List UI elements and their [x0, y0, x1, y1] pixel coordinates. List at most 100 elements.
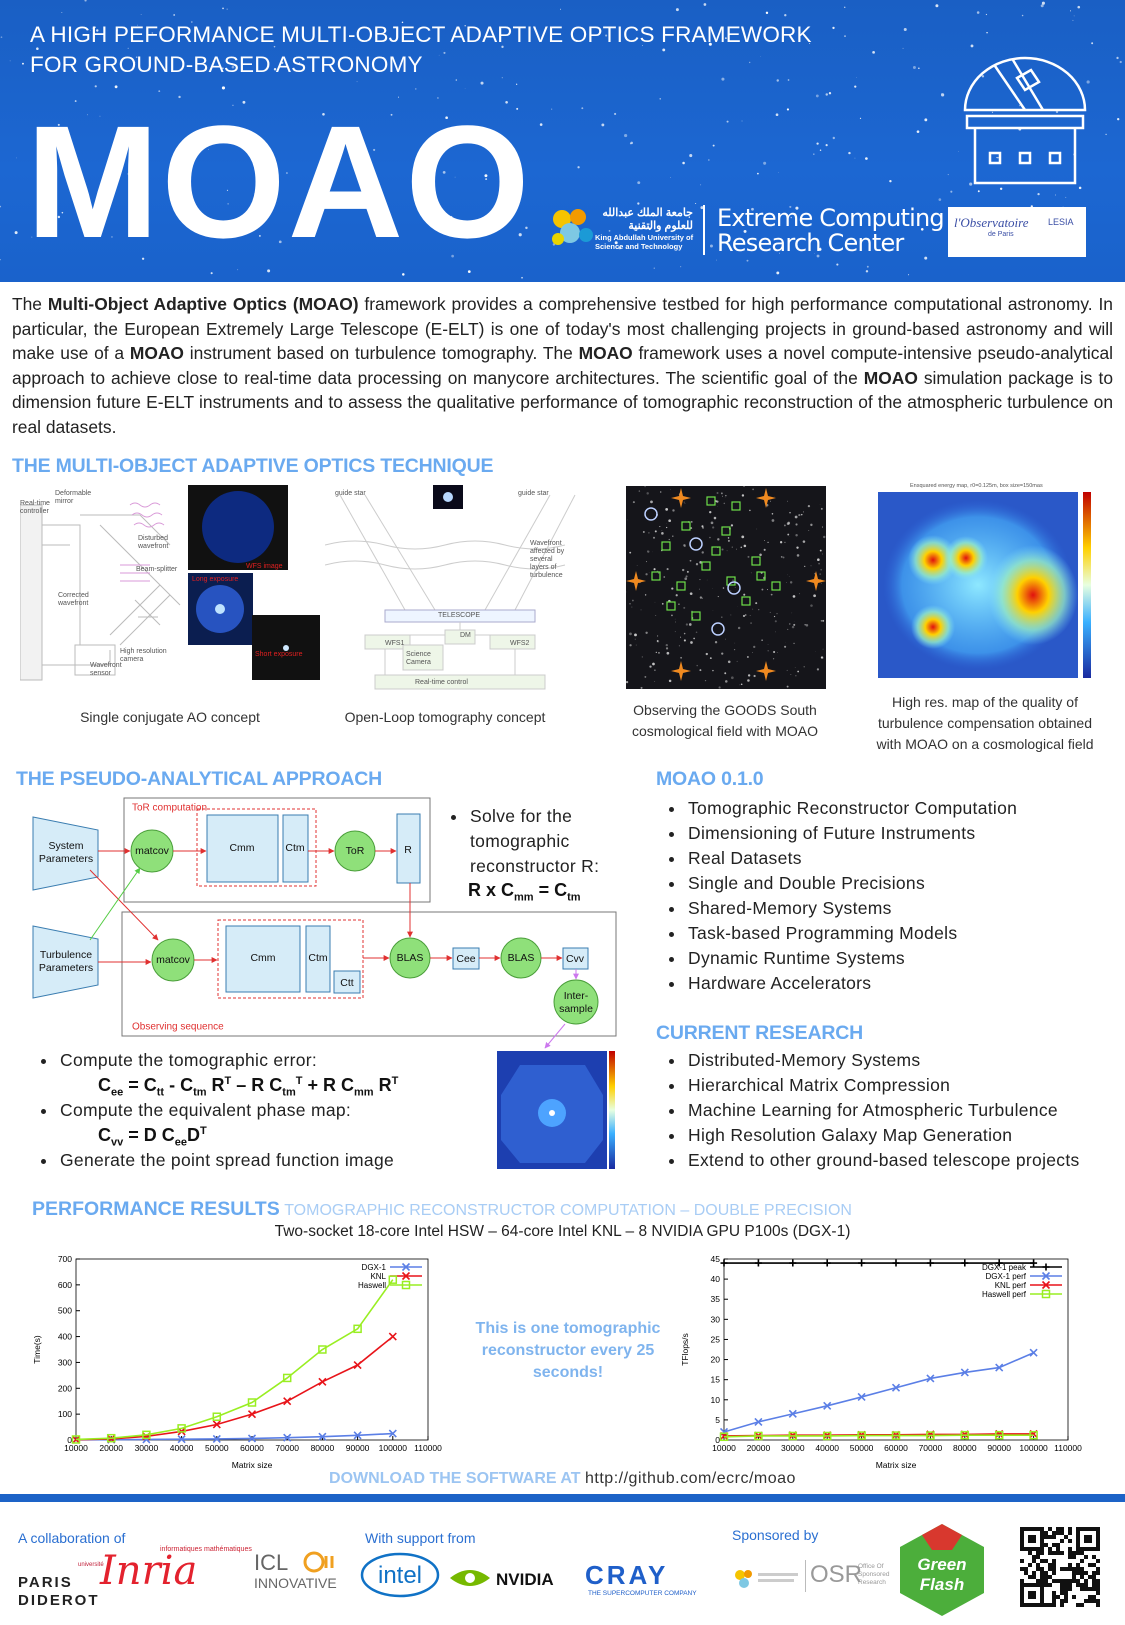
galaxy	[750, 622, 752, 624]
star	[724, 37, 727, 40]
star	[191, 21, 193, 23]
galaxy	[790, 674, 792, 675]
star	[1091, 42, 1094, 45]
performance-heading: PERFORMANCE RESULTS TOMOGRAPHIC RECONSTR…	[32, 1198, 852, 1221]
star	[924, 118, 928, 122]
qr-module	[1048, 1603, 1052, 1607]
galaxy	[695, 631, 698, 634]
caption-line: Open-Loop tomography concept	[344, 709, 546, 725]
galaxy	[656, 640, 660, 643]
star	[577, 166, 580, 169]
legend-label: KNL perf	[995, 1281, 1027, 1290]
star	[1018, 104, 1021, 107]
x-tick-label: 60000	[240, 1443, 264, 1453]
star	[552, 243, 556, 246]
flow-diagram: ToR computation Observing sequence Syste…	[32, 797, 617, 1049]
galaxy	[752, 488, 754, 491]
list-item: Task-based Programming Models	[686, 921, 1017, 946]
galaxy	[796, 546, 799, 549]
star	[775, 113, 779, 117]
galaxy	[699, 579, 701, 581]
equation-part: T	[224, 1075, 232, 1087]
star	[102, 178, 104, 180]
caption-line: Single conjugate AO concept	[80, 709, 260, 725]
list-item: Extend to other ground-based telescope p…	[686, 1148, 1080, 1173]
star	[689, 154, 693, 158]
tflops-chart: 0 5 10 15 20 25 30 35 40 45 10000 20000 30000 40000 50…	[680, 1254, 1082, 1470]
intro-segment: MOAO	[129, 343, 184, 364]
qr-module	[1060, 1567, 1064, 1571]
star	[976, 11, 980, 14]
galaxy	[736, 660, 738, 662]
equation-part: R	[373, 1075, 392, 1095]
qr-module	[1060, 1603, 1064, 1607]
galaxy	[774, 631, 776, 633]
series-line	[75, 1432, 393, 1441]
marker	[961, 1259, 969, 1267]
star	[832, 26, 835, 30]
legend-label: DGX-1 peak	[982, 1263, 1027, 1272]
goods-field-image	[626, 486, 826, 689]
galaxy	[774, 620, 777, 623]
galaxy	[727, 539, 730, 542]
qr-module	[1052, 1551, 1056, 1555]
star	[765, 242, 767, 244]
note: This is one tomographic reconstructor ev…	[475, 1320, 661, 1381]
target	[771, 581, 781, 591]
galaxy	[699, 561, 702, 564]
download-url[interactable]: http://github.com/ecrc/moao	[585, 1470, 796, 1487]
qr-code[interactable]	[1020, 1527, 1100, 1607]
galaxy	[626, 519, 628, 521]
galaxy	[646, 492, 649, 495]
galaxy	[734, 642, 736, 644]
qr-module	[1040, 1567, 1044, 1571]
qr-module	[1052, 1591, 1056, 1595]
qr-module	[1060, 1583, 1064, 1587]
star	[726, 120, 729, 123]
qr-module	[1052, 1599, 1056, 1603]
qr-module	[1068, 1583, 1072, 1587]
galaxy	[705, 652, 708, 656]
marker	[71, 1435, 81, 1444]
galaxy	[756, 528, 758, 530]
star	[373, 177, 377, 181]
y-tick-label: 400	[58, 1332, 72, 1342]
diagram-label: WFS2	[510, 640, 530, 647]
qr-module	[1076, 1603, 1080, 1607]
galaxy	[652, 662, 655, 666]
marker	[282, 1373, 292, 1383]
galaxy	[786, 522, 790, 526]
galaxy	[654, 601, 656, 603]
section-title: CURRENT RESEARCH	[656, 1022, 863, 1044]
qr-module	[1084, 1587, 1088, 1591]
galaxy	[804, 565, 806, 568]
marker	[891, 1431, 901, 1440]
divider	[703, 205, 705, 255]
node-label: BLAS	[508, 952, 535, 964]
green-flash-logo: Green Flash	[900, 1524, 984, 1616]
target	[661, 541, 671, 551]
target	[756, 571, 766, 581]
galaxy	[709, 536, 711, 539]
y-tick-label: 45	[711, 1254, 721, 1264]
logo-text: DIDEROT	[18, 1592, 100, 1609]
qr-module	[1052, 1543, 1056, 1547]
star	[1105, 133, 1107, 136]
star	[970, 44, 974, 48]
star	[648, 227, 651, 231]
qr-module	[1036, 1563, 1040, 1567]
x-tick-label: 90000	[987, 1443, 1011, 1453]
galaxy	[720, 492, 723, 495]
galaxy	[712, 669, 714, 672]
galaxy	[709, 657, 712, 659]
galaxy	[656, 635, 659, 637]
logo-text: PARIS	[18, 1574, 73, 1591]
star	[232, 104, 234, 106]
galaxy	[679, 636, 682, 638]
galaxy	[786, 669, 788, 671]
galaxy	[783, 524, 786, 527]
logo-text: Green	[917, 1555, 966, 1574]
observatoire-name: l'Observatoire	[954, 215, 1029, 230]
kaust-name: King Abdullah University of Science and T…	[595, 233, 693, 251]
